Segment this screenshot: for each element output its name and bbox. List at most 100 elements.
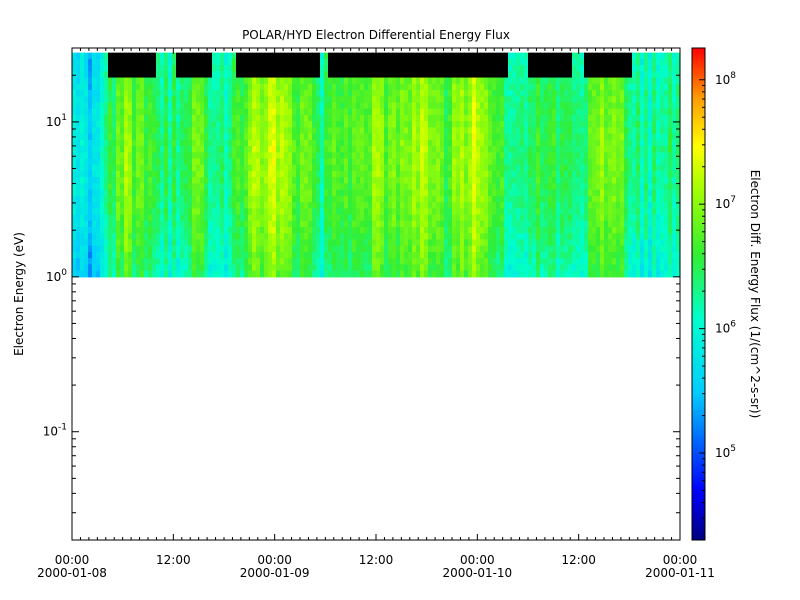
spectrogram-cell (200, 177, 205, 185)
spectrogram-cell (284, 183, 289, 191)
spectrogram-cell (604, 58, 609, 66)
spectrogram-cell (500, 152, 505, 160)
spectrogram-cell (524, 270, 529, 278)
spectrogram-cell (256, 264, 261, 272)
spectrogram-cell (448, 170, 453, 178)
spectrogram-cell (112, 220, 117, 228)
spectrogram-cell (232, 158, 237, 166)
spectrogram-cell (344, 258, 349, 265)
spectrogram-cell (312, 146, 317, 153)
spectrogram-cell (456, 164, 461, 172)
spectrogram-cell (152, 121, 157, 128)
spectrogram-cell (524, 127, 529, 135)
spectrogram-cell (544, 164, 549, 172)
spectrogram-cell (384, 233, 389, 241)
spectrogram-cell (588, 158, 593, 166)
spectrogram-cell (588, 195, 593, 203)
spectrogram-cell (200, 96, 205, 104)
spectrogram-cell (240, 52, 245, 60)
spectrogram-cell (248, 102, 253, 110)
spectrogram-cell (592, 270, 597, 278)
spectrogram-cell (272, 71, 277, 79)
spectrogram-cell (376, 83, 381, 91)
spectrogram-cell (120, 164, 125, 172)
spectrogram-cell (120, 202, 125, 209)
spectrogram-cell (100, 90, 105, 97)
spectrogram-cell (548, 83, 553, 91)
spectrogram-cell (256, 52, 261, 60)
spectrogram-cell (620, 58, 625, 66)
spectrogram-cell (260, 133, 265, 141)
spectrogram-cell (160, 83, 165, 91)
spectrogram-cell (464, 121, 469, 128)
spectrogram-cell (396, 195, 401, 203)
spectrogram-cell (240, 220, 245, 228)
spectrogram-cell (436, 83, 441, 91)
spectrogram-cell (216, 202, 221, 209)
spectrogram-cell (308, 170, 313, 178)
spectrogram-cell (392, 127, 397, 135)
spectrogram-cell (88, 208, 93, 216)
spectrogram-cell (568, 170, 573, 178)
spectrogram-cell (220, 227, 225, 234)
spectrogram-cell (524, 158, 529, 166)
spectrogram-cell (352, 264, 357, 272)
spectrogram-cell (88, 158, 93, 166)
spectrogram-cell (420, 71, 425, 79)
spectrogram-cell (484, 58, 489, 66)
spectrogram-cell (312, 83, 317, 91)
spectrogram-cell (136, 139, 141, 147)
spectrogram-cell (516, 208, 521, 216)
spectrogram-cell (124, 152, 129, 160)
spectrogram-cell (580, 152, 585, 160)
spectrogram-cell (184, 245, 189, 253)
spectrogram-cell (96, 170, 101, 178)
spectrogram-cell (252, 208, 257, 216)
spectrogram-cell (524, 96, 529, 104)
spectrogram-cell (268, 58, 273, 66)
spectrogram-cell (172, 77, 177, 85)
spectrogram-cell (156, 177, 161, 185)
spectrogram-cell (84, 90, 89, 97)
spectrogram-cell (232, 264, 237, 272)
spectrogram-cell (280, 146, 285, 153)
spectrogram-cell (444, 239, 449, 247)
spectrogram-cell (436, 58, 441, 66)
spectrogram-cell (576, 239, 581, 247)
spectrogram-cell (404, 251, 409, 259)
spectrogram-cell (168, 202, 173, 209)
spectrogram-cell (364, 220, 369, 228)
spectrogram-cell (276, 258, 281, 265)
spectrogram-cell (516, 202, 521, 209)
spectrogram-cell (584, 139, 589, 147)
spectrogram-cell (432, 202, 437, 209)
spectrogram-cell (260, 65, 265, 72)
spectrogram-cell (432, 245, 437, 253)
spectrogram-cell (372, 71, 377, 79)
spectrogram-cell (516, 233, 521, 241)
spectrogram-cell (96, 208, 101, 216)
spectrogram-cell (580, 214, 585, 222)
spectrogram-cell (464, 83, 469, 91)
spectrogram-cell (384, 58, 389, 66)
spectrogram-cell (436, 65, 441, 72)
spectrogram-cell (260, 114, 265, 122)
spectrogram-cell (548, 96, 553, 104)
spectrogram-cell (584, 264, 589, 272)
spectrogram-cell (328, 220, 333, 228)
spectrogram-cell (516, 214, 521, 222)
spectrogram-cell (152, 189, 157, 197)
spectrogram-cell (420, 170, 425, 178)
spectrogram-cell (568, 133, 573, 141)
spectrogram-cell (136, 177, 141, 185)
spectrogram-cell (384, 183, 389, 191)
spectrogram-cell (536, 133, 541, 141)
spectrogram-cell (600, 152, 605, 160)
spectrogram-cell (460, 158, 465, 166)
spectrogram-cell (192, 114, 197, 122)
spectrogram-cell (296, 264, 301, 272)
spectrogram-cell (240, 58, 245, 66)
spectrogram-cell (524, 139, 529, 147)
spectrogram-cell (240, 264, 245, 272)
spectrogram-cell (116, 65, 121, 72)
